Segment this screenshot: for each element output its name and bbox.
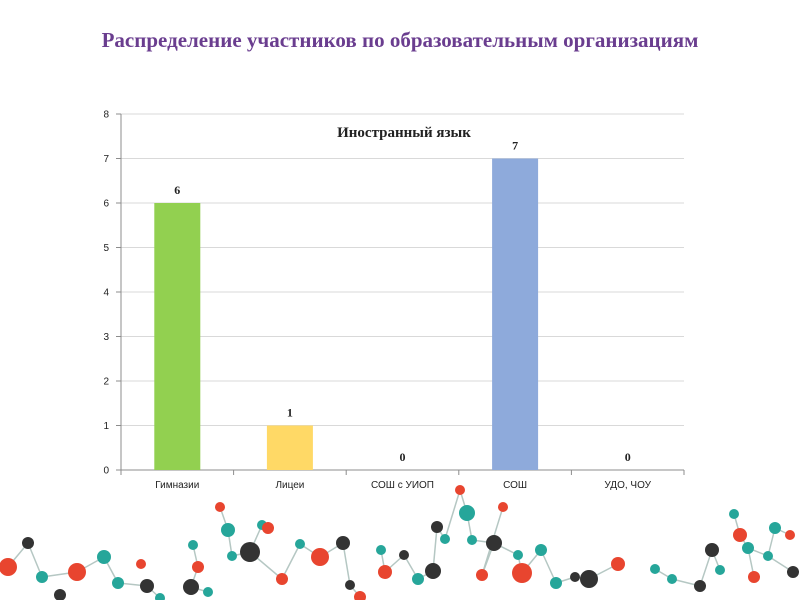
molecule-atom: [611, 557, 625, 571]
y-tick-label: 0: [103, 466, 109, 477]
molecule-atom: [22, 537, 34, 549]
molecule-atom: [459, 505, 475, 521]
data-label: 6: [174, 183, 180, 197]
molecule-atom: [512, 563, 532, 583]
molecule-atom: [215, 502, 225, 512]
y-tick-label: 6: [103, 199, 109, 210]
molecule-atom: [136, 559, 146, 569]
molecule-atom: [221, 523, 235, 537]
molecule-atom: [570, 572, 580, 582]
molecule-atom: [705, 543, 719, 557]
bar: [492, 158, 539, 470]
molecule-atoms: [0, 485, 799, 600]
molecule-atom: [455, 485, 465, 495]
molecule-atom: [345, 580, 355, 590]
molecule-atom: [425, 563, 441, 579]
data-label: 7: [512, 139, 518, 153]
molecule-atom: [155, 593, 165, 600]
y-tick-label: 3: [103, 332, 109, 343]
bar: [266, 425, 313, 470]
chart-bars: [154, 158, 539, 470]
category-label: Лицеи: [275, 480, 304, 491]
chart-title: Иностранный язык: [337, 125, 471, 141]
molecule-bond: [540, 549, 557, 584]
molecule-bond: [27, 542, 43, 578]
chart-axes: [116, 113, 685, 475]
chart-data-labels: 6 1 0 7 0: [174, 139, 630, 465]
molecule-atom: [694, 580, 706, 592]
y-axis-tick-labels: 0 1 2 3 4 5 6 7 8: [103, 110, 109, 477]
molecule-bond: [444, 489, 461, 540]
data-label: 0: [625, 450, 631, 464]
bar-chart: 0 1 2 3 4 5 6 7 8 6 1 0 7 0 Гимназии Лицеи СОШ с УИОП С…: [103, 110, 685, 491]
molecule-atom: [513, 550, 523, 560]
molecule-atom: [192, 561, 204, 573]
slide-title: Распределение участников по образователь…: [101, 28, 699, 52]
molecule-atom: [498, 502, 508, 512]
molecule-atom: [399, 550, 409, 560]
molecule-atom: [295, 539, 305, 549]
y-tick-label: 5: [103, 243, 109, 254]
molecule-atom: [412, 573, 424, 585]
molecule-atom: [431, 521, 443, 533]
molecule-atom: [112, 577, 124, 589]
molecule-atom: [336, 536, 350, 550]
molecule-atom: [97, 550, 111, 564]
y-tick-label: 4: [103, 288, 109, 299]
molecule-atom: [787, 566, 799, 578]
molecule-atom: [785, 530, 795, 540]
bar: [154, 203, 201, 470]
molecule-atom: [140, 579, 154, 593]
molecule-atom: [188, 540, 198, 550]
molecule-bond: [281, 543, 301, 580]
molecule-atom: [0, 558, 17, 576]
molecule-atom: [535, 544, 547, 556]
molecule-atom: [763, 551, 773, 561]
y-tick-label: 8: [103, 110, 109, 121]
molecule-bond: [342, 542, 351, 586]
chart-gridlines: [121, 113, 684, 426]
molecule-atom: [733, 528, 747, 542]
molecule-atom: [550, 577, 562, 589]
x-axis-category-labels: Гимназии Лицеи СОШ с УИОП СОШ УДО, ЧОУ: [155, 480, 651, 491]
molecule-decoration: [0, 485, 799, 600]
category-label: Гимназии: [155, 480, 199, 491]
molecule-atom: [440, 534, 450, 544]
data-label: 1: [287, 406, 293, 420]
molecule-atom: [311, 548, 329, 566]
y-tick-label: 7: [103, 154, 109, 165]
data-label: 0: [400, 450, 406, 464]
molecule-atom: [476, 569, 488, 581]
molecule-atom: [227, 551, 237, 561]
molecule-atom: [769, 522, 781, 534]
category-label: УДО, ЧОУ: [604, 480, 651, 491]
molecule-atom: [354, 591, 366, 600]
molecule-atom: [580, 570, 598, 588]
molecule-atom: [240, 542, 260, 562]
molecule-atom: [486, 535, 502, 551]
molecule-atom: [183, 579, 199, 595]
y-tick-label: 1: [103, 421, 109, 432]
category-label: СОШ: [503, 480, 527, 491]
molecule-atom: [36, 571, 48, 583]
molecule-atom: [54, 589, 66, 600]
molecule-atom: [68, 563, 86, 581]
molecule-atom: [748, 571, 760, 583]
y-tick-label: 2: [103, 377, 109, 388]
molecule-atom: [729, 509, 739, 519]
molecule-atom: [650, 564, 660, 574]
molecule-atom: [667, 574, 677, 584]
molecule-atom: [742, 542, 754, 554]
molecule-atom: [262, 522, 274, 534]
molecule-atom: [378, 565, 392, 579]
molecule-atom: [467, 535, 477, 545]
molecule-atom: [203, 587, 213, 597]
molecule-atom: [276, 573, 288, 585]
molecule-atom: [715, 565, 725, 575]
category-label: СОШ с УИОП: [371, 480, 434, 491]
molecule-atom: [376, 545, 386, 555]
